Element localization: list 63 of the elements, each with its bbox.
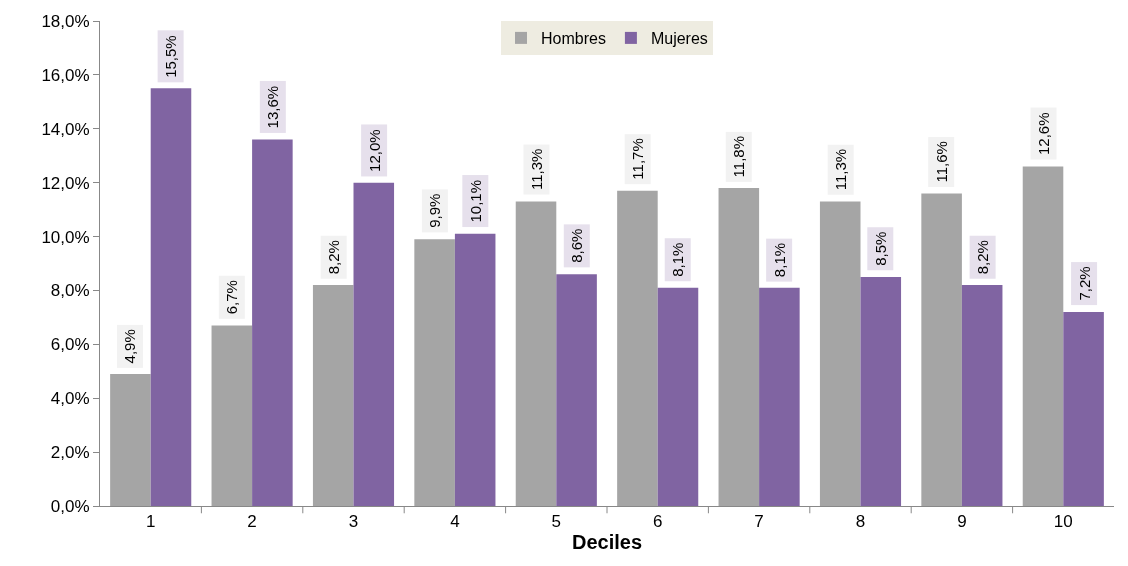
x-tick-label: 3 bbox=[348, 512, 359, 532]
data-label: 12,0% bbox=[365, 129, 383, 172]
bar bbox=[312, 285, 354, 506]
bar bbox=[921, 193, 962, 506]
x-tick-label: 7 bbox=[754, 512, 764, 532]
bar bbox=[556, 274, 597, 506]
data-label: 4,9% bbox=[121, 329, 139, 364]
x-tick-label: 5 bbox=[551, 512, 562, 532]
bar bbox=[617, 190, 658, 506]
y-tick-label: 0,0% bbox=[50, 496, 90, 516]
data-label: 9,9% bbox=[426, 193, 444, 228]
y-tick-label: 2,0% bbox=[50, 443, 90, 463]
y-tick-label: 12,0% bbox=[41, 173, 90, 193]
data-label: 8,2% bbox=[325, 240, 343, 275]
data-label: 10,1% bbox=[466, 179, 484, 223]
bar bbox=[252, 139, 293, 506]
bar bbox=[1022, 166, 1064, 506]
bar bbox=[718, 188, 760, 506]
bar bbox=[657, 287, 699, 506]
y-tick-label: 14,0% bbox=[41, 119, 90, 139]
data-label: 11,3% bbox=[527, 148, 545, 191]
data-label: 11,3% bbox=[832, 148, 850, 191]
data-label: 6,7% bbox=[223, 280, 241, 315]
bar bbox=[353, 182, 395, 506]
bar bbox=[211, 325, 253, 506]
data-label: 13,6% bbox=[264, 85, 282, 129]
data-label: 11,6% bbox=[932, 141, 950, 183]
data-label: 8,5% bbox=[871, 231, 889, 266]
data-label: 12,6% bbox=[1035, 112, 1053, 156]
y-tick-label: 6,0% bbox=[50, 335, 90, 355]
legend-label: Mujeres bbox=[650, 30, 708, 48]
x-tick-label: 8 bbox=[855, 512, 866, 532]
bar bbox=[414, 239, 455, 506]
legend-label: Hombres bbox=[541, 30, 606, 48]
data-label: 11,7% bbox=[629, 138, 647, 180]
x-tick-label: 6 bbox=[652, 512, 663, 532]
data-label: 8,1% bbox=[669, 242, 687, 277]
y-tick-label: 8,0% bbox=[50, 281, 90, 301]
bar bbox=[860, 276, 902, 506]
data-label: 8,1% bbox=[770, 242, 788, 278]
bar bbox=[759, 287, 800, 506]
x-tick-label: 2 bbox=[247, 512, 257, 532]
bar bbox=[515, 201, 557, 506]
bar bbox=[110, 373, 151, 506]
data-label: 8,6% bbox=[568, 228, 586, 263]
bar bbox=[1063, 312, 1104, 506]
x-tick-label: 10 bbox=[1053, 512, 1073, 532]
y-tick-label: 16,0% bbox=[41, 65, 90, 85]
data-label: 8,2% bbox=[974, 240, 992, 275]
data-label: 15,5% bbox=[162, 35, 180, 78]
y-tick-label: 18,0% bbox=[41, 11, 90, 31]
bar bbox=[454, 233, 496, 506]
data-label: 7,2% bbox=[1075, 266, 1093, 301]
x-axis-title: Deciles bbox=[571, 530, 643, 553]
y-tick-label: 4,0% bbox=[50, 389, 90, 409]
x-tick-label: 4 bbox=[450, 512, 460, 532]
x-tick-label: 9 bbox=[957, 512, 967, 532]
y-tick-label: 10,0% bbox=[41, 227, 90, 247]
x-tick-label: 1 bbox=[145, 512, 156, 532]
bar bbox=[961, 285, 1003, 506]
bar bbox=[150, 88, 192, 506]
data-label: 11,8% bbox=[730, 135, 748, 178]
bar bbox=[819, 201, 861, 506]
